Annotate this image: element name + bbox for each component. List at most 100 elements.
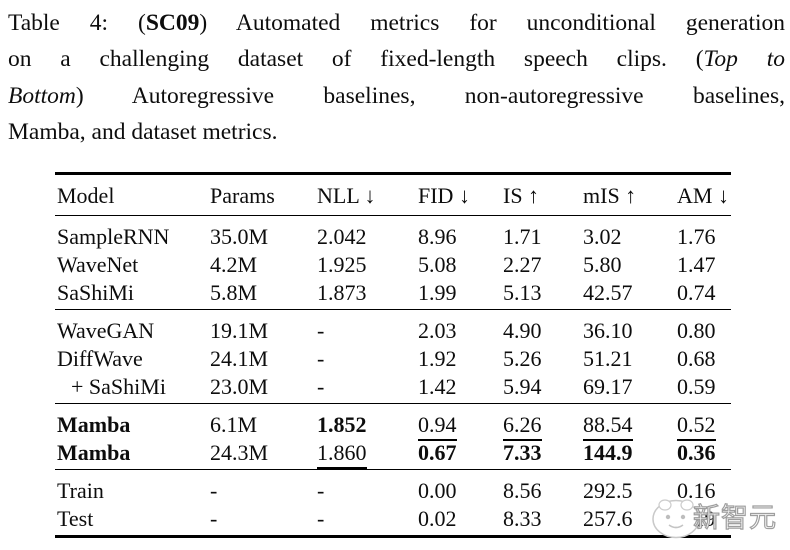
cell-am: 0.36 [677,440,716,465]
cell-fid: 2.03 [418,318,457,343]
cell-fid: 0.94 [418,404,503,441]
watermark: 新智元 [652,499,777,539]
group-autoregressive-baselines: SampleRNN 35.0M 2.042 8.96 1.71 3.02 1.76 WaveN… [55,215,731,310]
cell-is: 5.26 [503,346,542,371]
table-caption: Table 4: (SC09) Automated metrics for un… [8,5,785,151]
cell-model: SaShiMi [57,280,135,305]
column-header-mis: mIS ↑ [583,183,637,208]
cell-model: WaveNet [57,252,139,277]
cell-model: + SaShiMi [71,374,166,399]
watermark-text: 新智元 [692,502,777,534]
cell-mis: 88.54 [583,404,677,441]
caption-segment: SC09 [145,10,200,36]
cell-is: 4.90 [503,318,542,343]
group-mamba: Mamba 6.1M 1.852 0.94 6.26 88.54 0.52 Mamba 24.3… [55,403,731,470]
cell-params: 5.8M [210,280,258,305]
cell-params: 24.3M [210,440,269,465]
cell-model: Train [57,478,104,503]
table-row: Mamba 24.3M 1.860 0.67 7.33 144.9 0.36 [55,439,731,470]
caption-segment: Bottom [8,82,76,109]
cell-mis: 5.80 [583,252,622,277]
cell-fid: 5.08 [418,252,457,277]
cell-is: 6.26 [503,404,583,441]
cell-am: 0.74 [677,280,716,305]
cell-am: 1.76 [677,224,716,249]
cell-am: 0.59 [677,374,716,399]
group-non-autoregressive-baselines: WaveGAN 19.1M - 2.03 4.90 36.10 0.80 DiffWave 24… [55,309,731,404]
cell-params: 19.1M [210,318,269,343]
caption-segment: Top to [703,46,785,73]
cell-nll: 1.925 [317,252,367,277]
cell-mis: 69.17 [583,374,633,399]
cell-model: Mamba [57,412,131,437]
column-header-fid: FID ↓ [418,183,470,208]
cell-fid: 1.99 [418,280,457,305]
cell-model: SampleRNN [57,224,170,249]
cell-am: 0.80 [677,318,716,343]
cell-model: Mamba [57,440,131,465]
table-row: DiffWave 24.1M - 1.92 5.26 51.21 0.68 [55,345,731,373]
caption-segment: Mamba, and dataset metrics. [8,119,278,146]
cell-nll: 1.860 [317,439,418,470]
caption-line: on a challenging dataset of fixed-length… [8,41,785,77]
cell-nll: - [317,506,325,531]
table-row: + SaShiMi 23.0M - 1.42 5.94 69.17 0.59 [55,373,731,404]
caption-line: Bottom) Autoregressive baselines, non-au… [8,78,785,114]
table-row: WaveNet 4.2M 1.925 5.08 2.27 5.80 1.47 [55,251,731,279]
cell-nll: - [317,478,325,503]
cell-is: 2.27 [503,252,542,277]
cell-model: WaveGAN [57,318,155,343]
cell-is: 1.71 [503,224,542,249]
cell-am: 1.47 [677,252,716,277]
cell-is: 5.13 [503,280,542,305]
cell-fid: 1.92 [418,346,457,371]
cell-params: 4.2M [210,252,258,277]
caption-line: Mamba, and dataset metrics. [8,114,785,150]
cell-is: 7.33 [503,440,542,465]
cell-params: 35.0M [210,224,269,249]
column-header-nll: NLL ↓ [317,183,376,208]
cell-fid: 0.02 [418,506,457,531]
cell-nll: - [317,318,325,343]
table-row: SampleRNN 35.0M 2.042 8.96 1.71 3.02 1.76 [55,216,731,251]
table-header: Model Params NLL ↓ FID ↓ IS ↑ mIS ↑ AM ↓ [55,174,731,216]
cell-fid: 8.96 [418,224,457,249]
underlined-value: 88.54 [583,412,633,441]
cell-mis: 257.6 [583,506,633,531]
underlined-value: 1.860 [317,440,367,469]
cell-is: 8.56 [503,478,542,503]
cell-fid: 0.67 [418,440,457,465]
underlined-value: 6.26 [503,412,542,441]
cell-mis: 292.5 [583,478,633,503]
cell-fid: 1.42 [418,374,457,399]
column-header-params: Params [210,183,275,208]
table-row: Train - - 0.00 8.56 292.5 0.16 [55,470,731,505]
cell-mis: 36.10 [583,318,633,343]
cell-nll: - [317,374,325,399]
cell-nll: 2.042 [317,224,367,249]
caption-segment: on a challenging dataset of fixed-length… [8,46,704,73]
column-header-model: Model [57,183,115,208]
table-row: SaShiMi 5.8M 1.873 1.99 5.13 42.57 0.74 [55,279,731,310]
caption-line: Table 4: (SC09) Automated metrics for un… [8,5,785,41]
metrics-table: Model Params NLL ↓ FID ↓ IS ↑ mIS ↑ AM ↓ Sampl… [55,172,731,538]
cell-params: 23.0M [210,374,269,399]
group-dataset-metrics: Train - - 0.00 8.56 292.5 0.16 Test - - 0.02 8.33 25… [55,469,731,537]
cell-is: 8.33 [503,506,542,531]
cell-am: 0.68 [677,346,716,371]
cell-params: 24.1M [210,346,269,371]
caption-segment: Table 4: ( [8,10,146,36]
cell-model: DiffWave [57,346,143,371]
underlined-value: 0.94 [418,412,457,441]
metrics-table-wrap: Model Params NLL ↓ FID ↓ IS ↑ mIS ↑ AM ↓ Sampl… [55,172,731,538]
cell-nll: - [317,346,325,371]
cell-nll: 1.873 [317,280,367,305]
cell-fid: 0.00 [418,478,457,503]
table-row: WaveGAN 19.1M - 2.03 4.90 36.10 0.80 [55,310,731,345]
caption-segment: ) Automated metrics for unconditional ge… [199,10,785,36]
cell-mis: 144.9 [583,440,633,465]
cell-mis: 51.21 [583,346,633,371]
cell-nll: 1.852 [317,412,367,437]
cell-model: Test [57,506,94,531]
